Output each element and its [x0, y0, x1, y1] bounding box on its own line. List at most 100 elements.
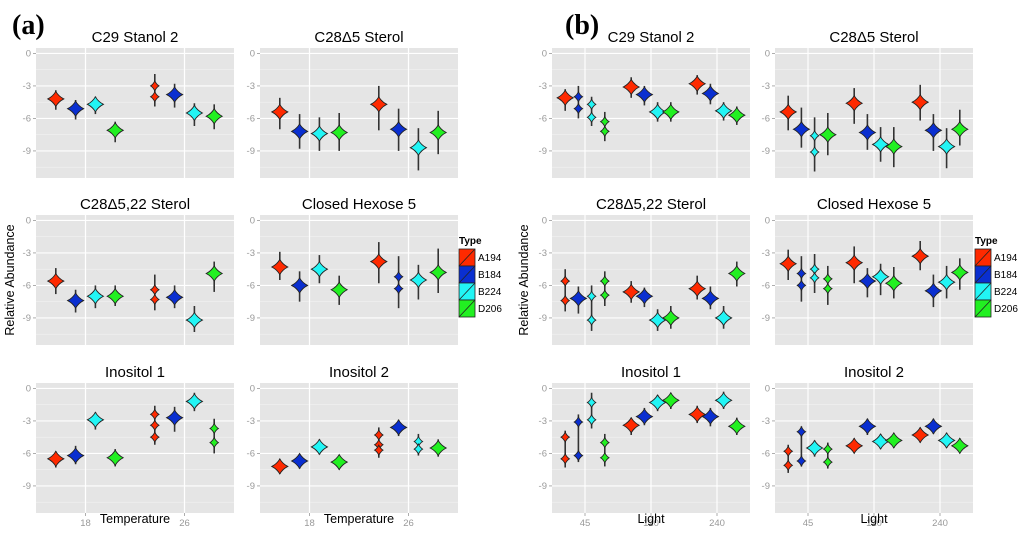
violin-B184	[66, 100, 85, 120]
violin-B184	[858, 417, 877, 435]
violin-B184	[796, 425, 807, 468]
violin-A194	[560, 430, 571, 468]
violin-D206	[599, 433, 610, 467]
violin-B224	[937, 432, 956, 449]
legend-key-slash	[458, 282, 476, 301]
violin-body	[950, 264, 969, 281]
facet-title: C28Δ5,22 Sterol	[80, 196, 190, 213]
violin-body	[937, 138, 956, 155]
violin-B224	[871, 433, 890, 450]
violin-B184	[635, 287, 654, 308]
violin-body	[389, 120, 408, 138]
legend-item: D206	[974, 299, 1018, 318]
violin-D206	[822, 442, 833, 469]
violin-B184	[290, 271, 309, 302]
violin-body	[389, 419, 408, 436]
legend-label: B184	[478, 270, 502, 281]
facet-title: C28Δ5 Sterol	[314, 29, 403, 46]
facet: Closed Hexose 5 0 -3 -6 -9	[762, 196, 973, 345]
violin-body	[599, 274, 610, 288]
violin-body	[586, 396, 597, 409]
violin-A194	[46, 268, 65, 295]
legend-label: A194	[994, 253, 1018, 264]
violin-body	[393, 282, 404, 295]
violin-B184	[66, 289, 85, 313]
legend-label: B224	[478, 287, 502, 298]
violin-B224	[714, 306, 733, 329]
y-tick-label: 0	[250, 383, 255, 394]
violin-B224	[809, 254, 820, 293]
violin-body	[569, 290, 588, 307]
y-tick-label: -3	[23, 81, 31, 92]
legend-item: B184	[458, 265, 502, 284]
violin-body	[290, 123, 309, 140]
violin-body	[871, 433, 890, 450]
violin-body	[858, 272, 877, 290]
y-tick-label: -3	[247, 248, 255, 259]
violin-B184	[635, 407, 654, 426]
y-tick-label: 0	[26, 48, 31, 59]
violin-body	[149, 431, 160, 444]
violin-body	[310, 125, 329, 142]
y-tick-label: -3	[762, 416, 770, 427]
violin-B184	[858, 268, 877, 298]
y-tick-label: -9	[247, 313, 255, 324]
violin-B224	[648, 102, 667, 122]
violin-D206	[599, 111, 610, 142]
violin-body	[727, 265, 746, 282]
y-tick-label: -9	[762, 481, 770, 492]
violin-body	[688, 75, 707, 93]
violin-body	[599, 289, 610, 302]
y-tick-label: -6	[247, 113, 255, 124]
violin-body	[622, 283, 641, 301]
x-tick-label: 120	[643, 518, 659, 529]
violin-B184	[389, 419, 408, 437]
plot-background	[260, 383, 458, 513]
x-axis-label: Light	[637, 512, 665, 526]
legend-item: A194	[458, 248, 502, 267]
violin-B224	[185, 306, 204, 332]
y-tick-label: -6	[539, 448, 547, 459]
violin-body	[714, 102, 733, 120]
violin-body	[822, 442, 833, 456]
violin-body	[86, 95, 105, 113]
legend-key-slash	[458, 299, 476, 318]
violin-A194	[149, 74, 160, 107]
violin-B184	[701, 83, 720, 105]
violin-body	[149, 90, 160, 103]
violin-D206	[106, 285, 125, 306]
facet-title: Inositol 1	[105, 364, 165, 381]
violin-A194	[845, 88, 864, 124]
violin-body	[599, 125, 610, 138]
violin-B224	[310, 438, 329, 456]
violin-body	[661, 103, 680, 121]
violin-B224	[185, 392, 204, 412]
violin-body	[809, 271, 820, 284]
y-tick-label: -3	[23, 416, 31, 427]
x-axis-label: Light	[860, 512, 888, 526]
violin-body	[779, 103, 798, 121]
legend-label: B224	[994, 287, 1018, 298]
violin-A194	[622, 281, 641, 303]
violin-B184	[290, 114, 309, 149]
violin-body	[622, 416, 641, 434]
y-axis-label: Relative Abundance	[3, 224, 17, 335]
violin-D206	[727, 261, 746, 287]
violin-body	[205, 107, 224, 125]
violin-D206	[950, 258, 969, 290]
legend-item: B224	[974, 282, 1018, 301]
facet: C28Δ5,22 Sterol 0 -3 -6 -9	[539, 196, 750, 345]
violin-body	[884, 138, 903, 155]
violin-B184	[924, 114, 943, 151]
violin-A194	[556, 89, 575, 111]
x-tick-label: 45	[803, 518, 814, 529]
x-tick-label: 26	[179, 518, 190, 529]
violin-D206	[950, 437, 969, 455]
y-tick-label: -9	[539, 313, 547, 324]
facet-title: Inositol 1	[621, 364, 681, 381]
legend-key-slash	[974, 265, 992, 284]
violin-A194	[270, 251, 289, 280]
violin-body	[205, 265, 224, 282]
violin-D206	[950, 109, 969, 146]
